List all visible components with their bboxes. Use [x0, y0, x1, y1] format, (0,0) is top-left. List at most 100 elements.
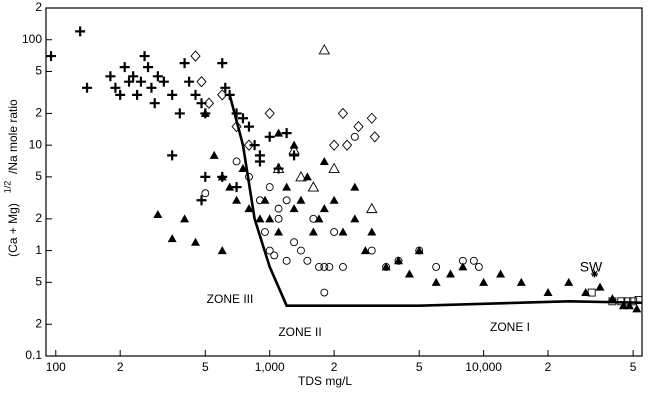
point-triangle-open [366, 202, 378, 214]
point-plus [119, 62, 130, 73]
y-tick-label: 0.1 [25, 348, 42, 362]
y-tick-label: 2 [35, 316, 42, 330]
point-plus [167, 150, 178, 161]
point-triangle-filled [238, 164, 248, 173]
y-tick-label: 2 [35, 0, 42, 14]
point-circle [274, 204, 283, 213]
point-plus [82, 82, 93, 93]
point-triangle-filled [516, 277, 526, 286]
point-circle [303, 256, 312, 265]
point-diamond [243, 139, 255, 151]
y-tick-label: 2 [35, 211, 42, 225]
point-star [591, 270, 599, 278]
point-plus [143, 62, 154, 73]
point-diamond [196, 76, 207, 88]
point-diamond [341, 139, 353, 151]
point-circle [339, 262, 347, 271]
y-tick-label: 1 [35, 243, 42, 257]
point-triangle-filled [595, 282, 605, 291]
point-triangle-filled [217, 246, 227, 255]
point-plus [152, 71, 163, 82]
point-triangle-filled [360, 246, 370, 255]
point-diamond [190, 50, 201, 62]
point-circle [367, 246, 376, 255]
point-plus [110, 82, 121, 93]
point-diamond [353, 120, 364, 133]
point-circle [458, 256, 467, 265]
point-triangle-filled [381, 262, 391, 271]
point-triangle-open [288, 144, 300, 155]
point-diamond [328, 139, 340, 151]
point-plus [281, 128, 292, 139]
point-circle [265, 246, 274, 255]
point-triangle-filled [319, 204, 329, 213]
point-triangle-filled [329, 195, 339, 204]
point-triangle-filled [367, 227, 377, 236]
point-triangle-open [295, 170, 307, 182]
point-plus [46, 51, 57, 62]
point-circle [282, 256, 291, 265]
x-tick-label: 5 [416, 360, 423, 374]
point-triangle-filled [632, 304, 642, 313]
point-triangle-filled [282, 182, 292, 191]
y-axis-label: (Ca + Mg) 1/2 /Na mole ratio [2, 99, 20, 257]
plot-frame [45, 7, 643, 357]
point-plus [249, 140, 260, 151]
curve [228, 94, 643, 308]
annotation: ZONE I [490, 320, 530, 334]
point-diamond [231, 120, 242, 133]
point-circle [350, 132, 359, 141]
y-label-superscript: 1/2 [2, 181, 12, 194]
y-tick-label: 5 [35, 64, 42, 78]
point-plus [273, 163, 284, 174]
point-plus [139, 51, 150, 62]
point-triangle-filled [302, 172, 312, 181]
point-circle [325, 262, 334, 271]
point-triangle-filled [153, 209, 163, 218]
point-triangle-filled [350, 182, 360, 191]
point-plus [190, 89, 201, 100]
point-square [634, 296, 643, 304]
point-plus [128, 71, 139, 82]
point-plus [196, 195, 207, 206]
point-diamond [264, 107, 275, 120]
point-triangle-filled [445, 269, 455, 278]
x-tick-label: 100 [46, 360, 66, 374]
point-triangle-filled [217, 172, 227, 181]
x-tick-label: 5 [202, 360, 209, 374]
point-triangle-filled [191, 237, 201, 246]
point-circle [282, 196, 291, 205]
point-plus [135, 76, 146, 87]
point-circle [320, 288, 329, 297]
point-triangle-filled [431, 277, 441, 286]
point-plus [158, 76, 169, 87]
y-tick-label: 2 [35, 106, 42, 120]
y-label-rest: /Na mole ratio [6, 99, 20, 174]
point-triangle-open [328, 162, 340, 173]
annotation: ZONE III [207, 292, 254, 306]
point-diamond [337, 107, 349, 120]
point-triangle-filled [244, 204, 254, 213]
point-circle [320, 262, 329, 271]
point-triangle-filled [265, 214, 275, 223]
point-circle [469, 256, 478, 265]
point-circle [432, 262, 441, 271]
annotation: ZONE II [278, 325, 321, 339]
x-axis-label: TDS mg/L [298, 374, 352, 388]
point-triangle-filled [414, 246, 424, 255]
point-triangle-filled [338, 227, 348, 236]
point-triangle-filled [225, 182, 235, 191]
point-plus [124, 76, 135, 87]
y-tick-label: 100 [22, 32, 42, 46]
x-tick-label: 1,000 [255, 360, 285, 374]
point-triangle-filled [255, 214, 265, 223]
point-plus [237, 113, 248, 124]
point-circle [201, 189, 210, 198]
point-plus [289, 150, 300, 161]
point-circle [274, 214, 283, 223]
point-plus [243, 121, 254, 132]
x-tick-label: 2 [545, 360, 552, 374]
point-triangle-filled [274, 128, 284, 137]
point-circle [270, 251, 279, 260]
point-triangle-filled [308, 227, 318, 236]
